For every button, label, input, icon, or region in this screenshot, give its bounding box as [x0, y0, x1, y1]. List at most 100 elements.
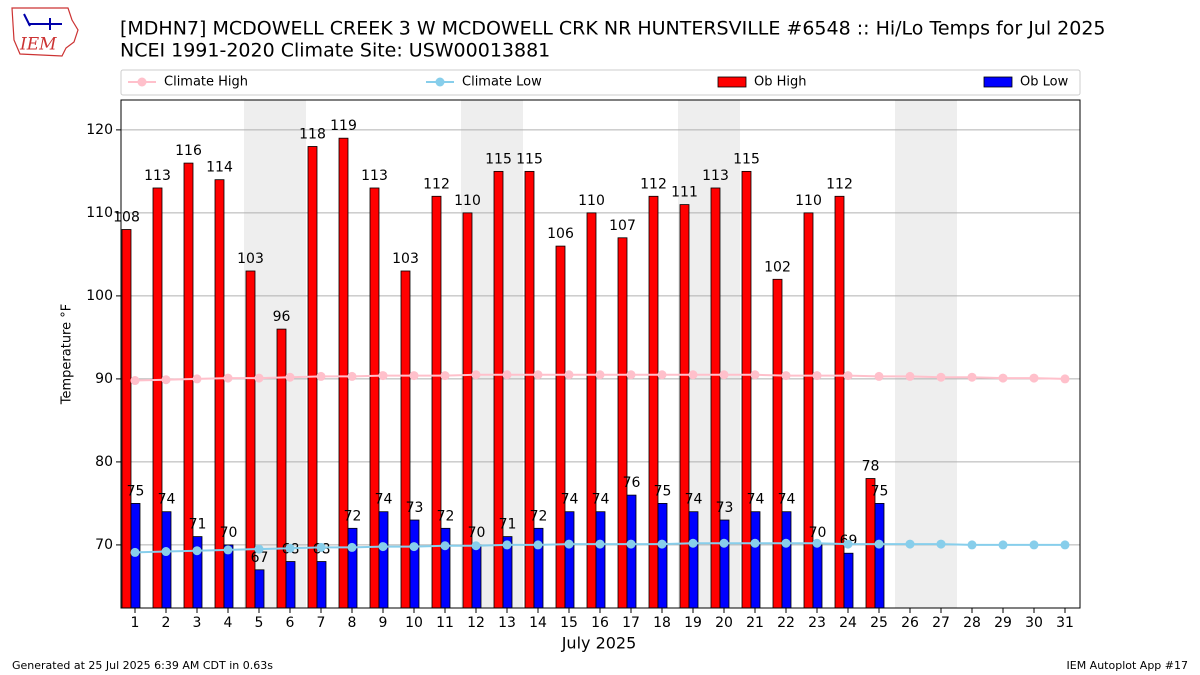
bar — [657, 503, 668, 609]
bar — [285, 561, 296, 609]
data-label: 75 — [871, 483, 889, 499]
point — [254, 544, 264, 554]
x-tick-label: 4 — [224, 615, 233, 631]
point — [688, 538, 698, 548]
x-tick-label: 3 — [193, 615, 202, 631]
data-label: 112 — [423, 176, 450, 192]
point — [812, 538, 822, 548]
point — [874, 539, 884, 549]
bar — [471, 544, 482, 609]
data-label: 74 — [778, 492, 796, 508]
point — [316, 542, 326, 552]
legend-label: Ob High — [754, 75, 807, 90]
point — [533, 540, 543, 550]
bar — [493, 170, 504, 609]
data-label: 76 — [623, 475, 641, 491]
data-label: 72 — [344, 508, 362, 524]
x-tick-label: 6 — [286, 615, 295, 631]
point — [843, 539, 853, 549]
point — [223, 545, 233, 555]
point — [595, 539, 605, 549]
data-label: 72 — [530, 508, 548, 524]
point — [254, 373, 264, 383]
bar — [152, 187, 163, 609]
logo-outline — [11, 7, 79, 57]
x-tick-label: 31 — [1056, 615, 1074, 631]
bar — [843, 552, 854, 609]
point — [533, 370, 543, 380]
x-tick-label: 22 — [777, 615, 795, 631]
point — [719, 370, 729, 380]
bar — [772, 278, 783, 609]
data-label: 108 — [113, 209, 140, 225]
legend-label: Ob Low — [1020, 75, 1069, 90]
x-tick-label: 29 — [994, 615, 1012, 631]
data-label: 75 — [654, 483, 672, 499]
footer-right: IEM Autoplot App #17 — [1067, 659, 1189, 672]
point — [130, 376, 140, 386]
data-label: 119 — [330, 118, 357, 134]
data-label: 74 — [158, 492, 176, 508]
x-tick-label: 20 — [715, 615, 733, 631]
point — [378, 371, 388, 381]
bar — [750, 511, 761, 609]
y-tick-label: 80 — [95, 454, 113, 470]
data-label: 74 — [561, 492, 579, 508]
x-tick-label: 13 — [498, 615, 516, 631]
logo-icon — [23, 13, 62, 30]
point — [750, 538, 760, 548]
point — [316, 371, 326, 381]
data-label: 113 — [361, 168, 388, 184]
x-tick-label: 10 — [405, 615, 423, 631]
point — [378, 542, 388, 552]
point — [1029, 540, 1039, 550]
logo-text: IEM — [19, 35, 57, 55]
data-label: 74 — [375, 492, 393, 508]
point — [192, 546, 202, 556]
chart-title: [MDHN7] MCDOWELL CREEK 3 W MCDOWELL CRK … — [120, 18, 1106, 40]
data-label: 115 — [485, 151, 512, 167]
point — [347, 371, 357, 381]
bar — [462, 212, 473, 609]
bar — [710, 187, 721, 609]
data-label: 67 — [251, 550, 269, 566]
bar — [409, 519, 420, 609]
data-label: 106 — [547, 226, 574, 242]
point — [161, 375, 171, 385]
point — [936, 372, 946, 382]
point — [223, 373, 233, 383]
x-tick-label: 17 — [622, 615, 640, 631]
bar — [679, 204, 690, 609]
bar — [586, 212, 597, 609]
point — [502, 370, 512, 380]
bar — [648, 195, 659, 609]
point — [440, 371, 450, 381]
point — [874, 371, 884, 381]
point — [161, 547, 171, 557]
x-tick-label: 28 — [963, 615, 981, 631]
x-tick-label: 16 — [591, 615, 609, 631]
point — [781, 538, 791, 548]
point — [967, 372, 977, 382]
x-tick-label: 27 — [932, 615, 950, 631]
bar — [533, 527, 544, 609]
data-label: 113 — [702, 168, 729, 184]
bar — [347, 527, 358, 609]
x-tick-label: 14 — [529, 615, 547, 631]
point — [347, 542, 357, 552]
data-label: 96 — [273, 309, 291, 325]
x-tick-label: 24 — [839, 615, 857, 631]
bar — [626, 494, 637, 609]
bar — [719, 519, 730, 609]
data-label: 78 — [862, 459, 880, 475]
data-label: 72 — [437, 508, 455, 524]
point — [750, 370, 760, 380]
y-tick-label: 90 — [95, 371, 113, 387]
data-label: 112 — [826, 176, 853, 192]
point — [595, 370, 605, 380]
point — [564, 370, 574, 380]
x-tick-label: 18 — [653, 615, 671, 631]
bar — [161, 511, 172, 609]
point — [998, 373, 1008, 383]
